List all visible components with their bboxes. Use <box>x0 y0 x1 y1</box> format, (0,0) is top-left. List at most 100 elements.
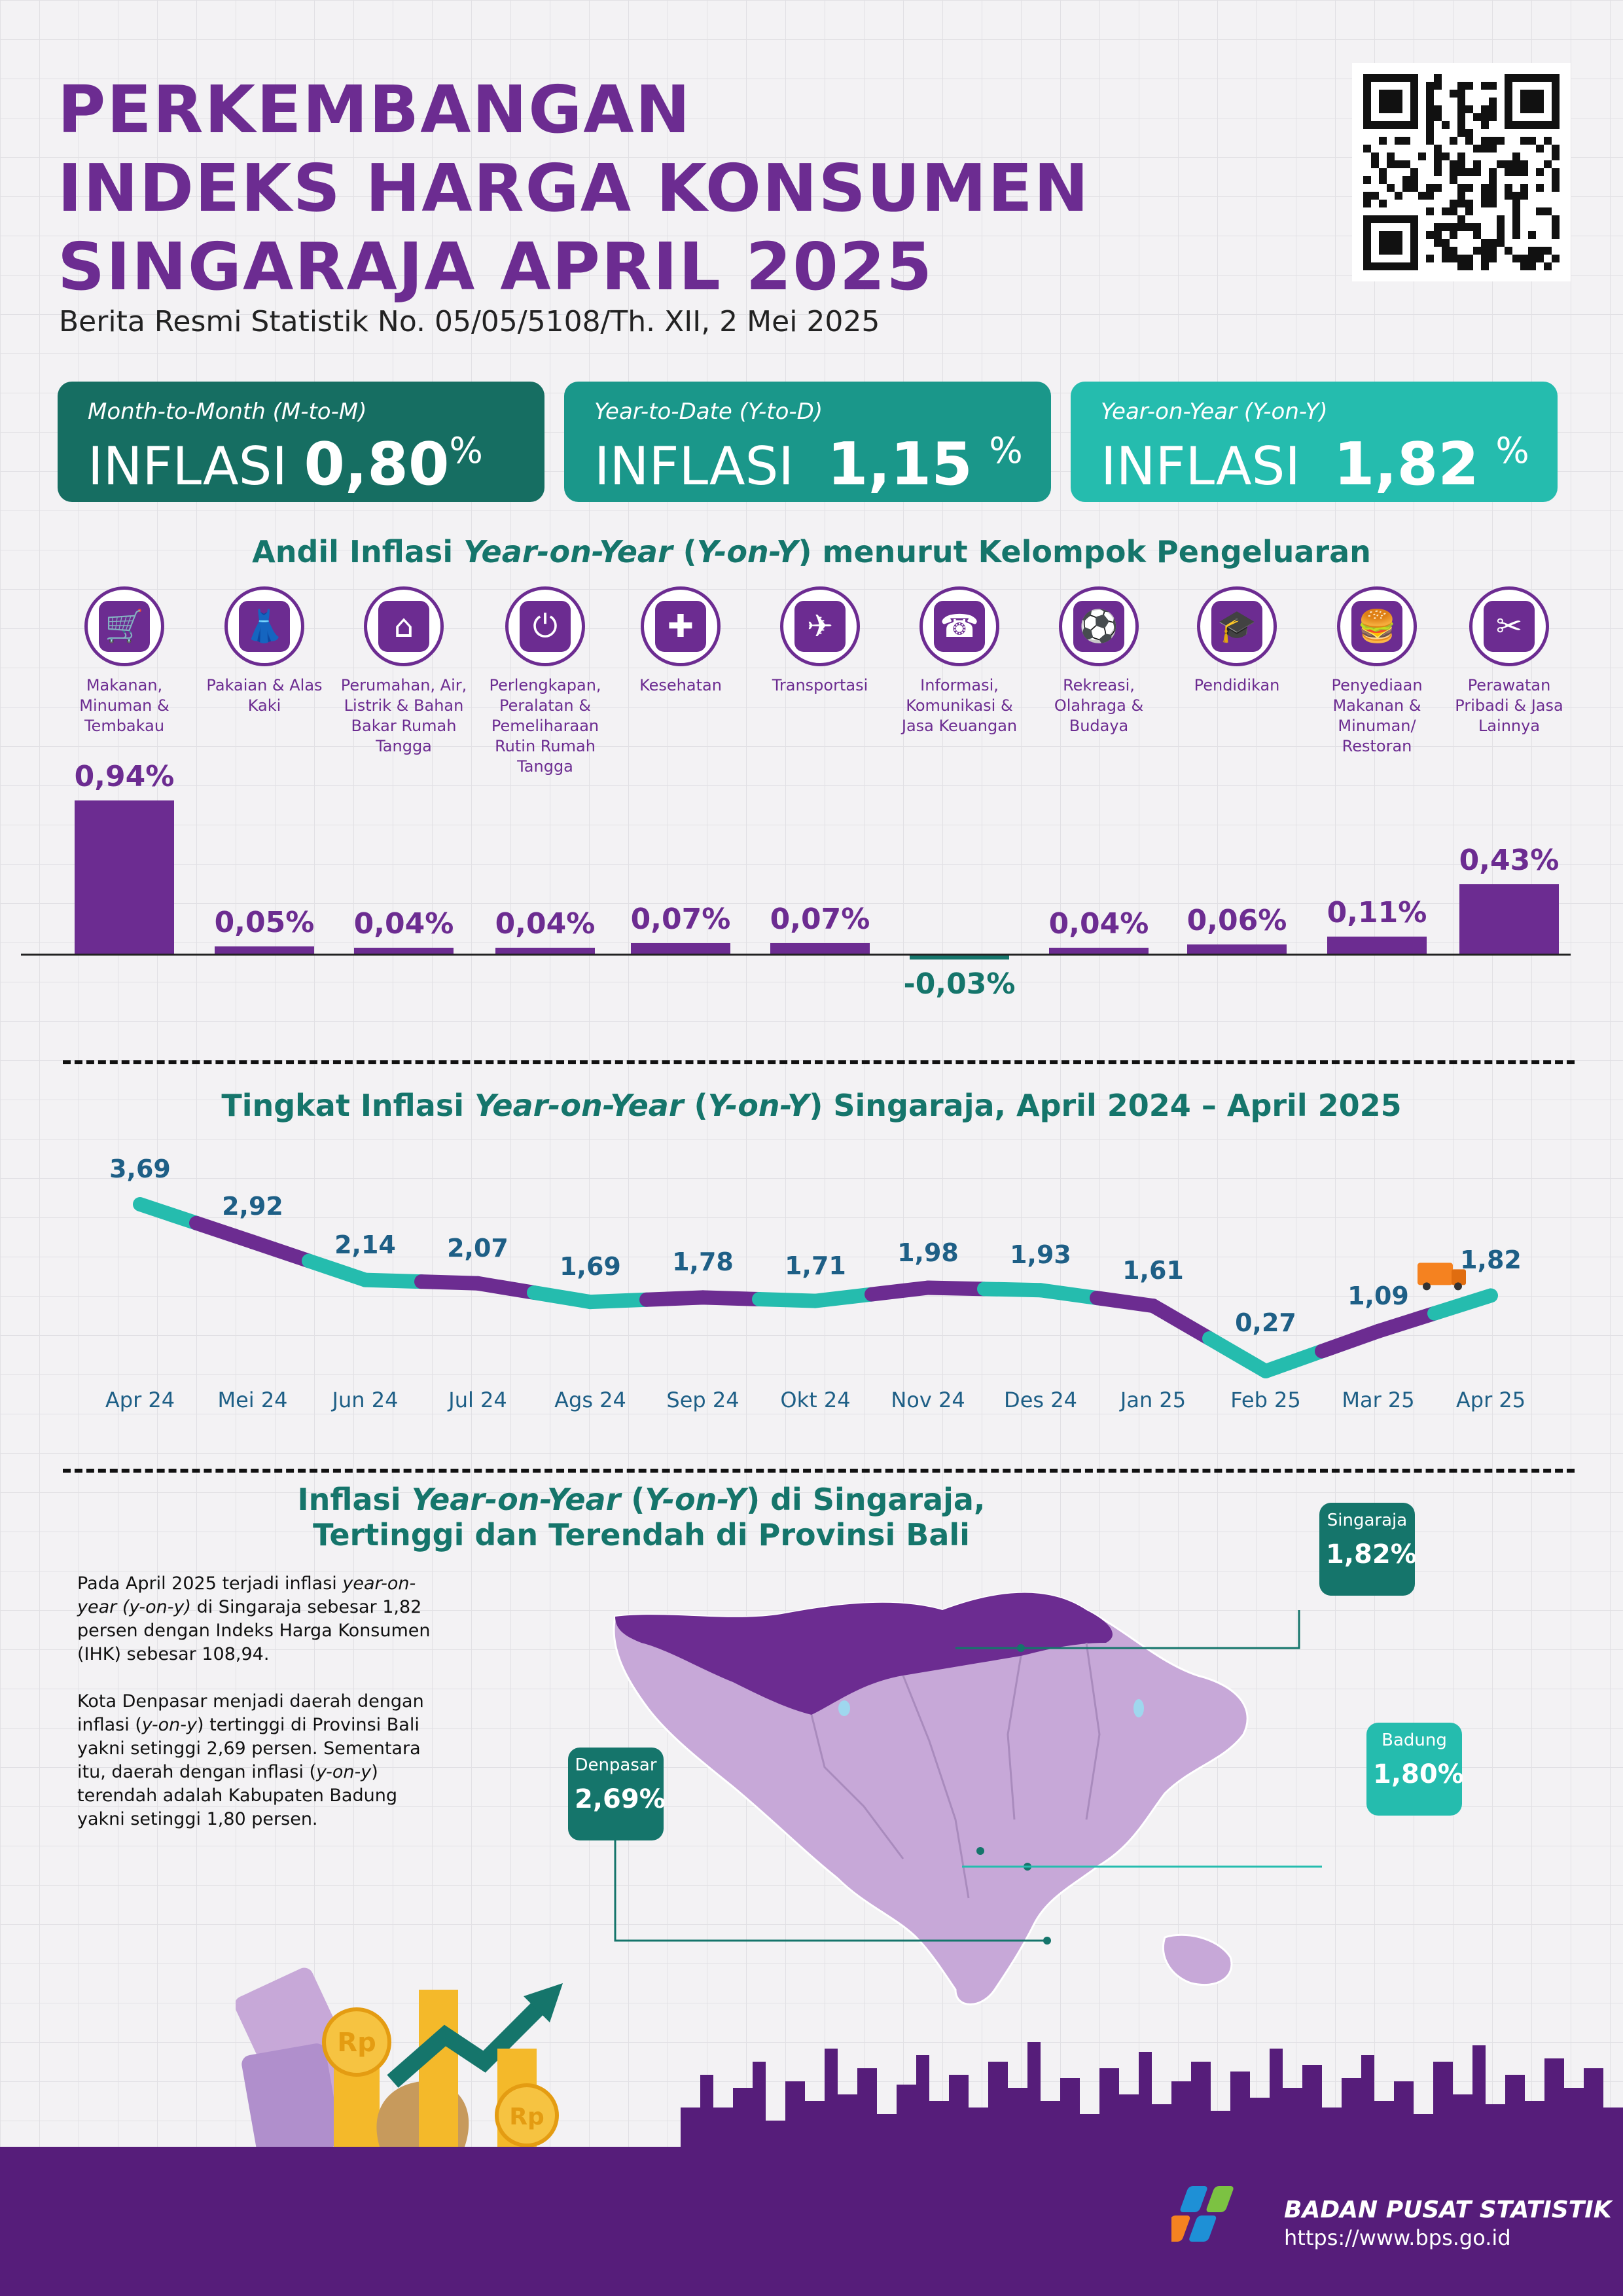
qr-module <box>1450 231 1457 239</box>
qr-module <box>1363 200 1371 207</box>
qr-module <box>1457 200 1465 207</box>
qr-module <box>1552 176 1560 184</box>
qr-module <box>1457 129 1465 137</box>
category-name: Perlengkapan, Peralatan & Pemeliharaan R… <box>489 676 601 776</box>
p2a: Kota Denpasar menjadi daerah dengan infl… <box>77 1691 424 1735</box>
qr-module <box>1489 113 1497 121</box>
line-segment <box>414 1274 485 1291</box>
qr-module <box>1434 82 1442 90</box>
soccer-player-icon: ⚽ <box>1059 586 1139 666</box>
qr-module <box>1489 192 1497 200</box>
line-title-it1: Year-on-Year <box>474 1088 684 1123</box>
line-x-tick: Jun 24 <box>332 1388 399 1412</box>
line-point <box>251 1240 254 1243</box>
line-section-title: Tingkat Inflasi Year-on-Year (Y-on-Y) Si… <box>0 1088 1623 1123</box>
callout-singaraja: Singaraja 1,82% <box>1319 1503 1417 1596</box>
qr-module <box>1489 200 1497 207</box>
card-ytd-value: 1,15 <box>827 430 972 499</box>
line-segment <box>865 1280 935 1302</box>
line-segment <box>639 1290 710 1307</box>
qr-module <box>1536 184 1544 192</box>
qr-module <box>1426 255 1434 262</box>
qr-module <box>1481 192 1489 200</box>
card-mtm-unit: % <box>449 430 483 471</box>
andil-bar <box>354 948 454 954</box>
qr-module <box>1457 82 1465 90</box>
andil-bar-label: 0,04% <box>1048 907 1149 941</box>
qr-module <box>1426 105 1434 113</box>
qr-module <box>1442 121 1450 129</box>
map-title-post: ) di Singaraja, <box>746 1482 986 1517</box>
line-value-label: 1,82 <box>1460 1246 1522 1275</box>
qr-module <box>1426 137 1434 145</box>
qr-module <box>1552 215 1560 223</box>
qr-module <box>1544 160 1552 168</box>
andil-bar-label: 0,43% <box>1459 843 1560 877</box>
qr-module <box>1379 200 1387 207</box>
line-segment <box>752 1292 823 1308</box>
qr-code[interactable] <box>1352 63 1571 281</box>
qr-module <box>1520 184 1528 192</box>
qr-module <box>1434 231 1442 239</box>
qr-module <box>1434 113 1442 121</box>
andil-title-it2: Y-on-Y <box>696 534 798 569</box>
qr-module <box>1410 168 1418 176</box>
summary-text: Pada April 2025 terjadi inflasi year-on-… <box>77 1572 444 1855</box>
bps-url-link[interactable]: https://www.bps.go.id <box>1284 2225 1511 2250</box>
qr-module <box>1520 168 1528 176</box>
qr-module <box>1473 145 1481 152</box>
andil-section-title: Andil Inflasi Year-on-Year (Y-on-Y) menu… <box>0 534 1623 569</box>
card-mtm-value: 0,80 <box>304 430 450 499</box>
callout-denpasar: Denpasar 2,69% <box>568 1748 666 1840</box>
line-value-label: 1,78 <box>672 1247 734 1277</box>
line-title-it2: Y-on-Y <box>707 1088 810 1123</box>
qr-module <box>1481 262 1489 270</box>
andil-bar <box>1049 948 1149 954</box>
scissors-comb-icon-glyph: ✂ <box>1484 601 1535 652</box>
line-title-pre: Tingkat Inflasi <box>221 1088 474 1123</box>
andil-bar-label: 0,05% <box>214 905 315 939</box>
qr-module <box>1442 152 1450 160</box>
title-line-2: INDEKS HARGA KONSUMEN <box>58 150 1090 226</box>
qr-module <box>1505 247 1512 255</box>
line-title-post: ) Singaraja, April 2024 – April 2025 <box>809 1088 1402 1123</box>
category-4: ⏻ Perlengkapan, Peralatan & Pemeliharaan … <box>480 586 611 777</box>
andil-title-post: ) menurut Kelompok Pengeluaran <box>798 534 1371 569</box>
category-3: ⌂ Perumahan, Air, Listrik & Bahan Bakar R… <box>338 586 469 757</box>
line-x-tick: Mar 25 <box>1342 1388 1415 1412</box>
map-title-it2: Y-on-Y <box>645 1482 747 1517</box>
category-name: Makanan, Minuman & Tembakau <box>79 676 169 735</box>
category-9: 🎓 Pendidikan <box>1171 586 1302 696</box>
summary-paragraph-2: Kota Denpasar menjadi daerah dengan infl… <box>77 1690 444 1831</box>
qr-module <box>1528 137 1536 145</box>
qr-module <box>1450 137 1457 145</box>
qr-module <box>1426 90 1434 98</box>
line-value-label: 2,07 <box>447 1233 508 1263</box>
line-segment <box>1315 1323 1385 1359</box>
qr-module <box>1465 168 1473 176</box>
qr-module <box>1450 160 1457 168</box>
qr-module <box>1450 223 1457 231</box>
qr-module <box>1505 192 1512 200</box>
qr-module <box>1481 255 1489 262</box>
qr-module <box>1481 82 1489 90</box>
qr-module <box>1544 137 1552 145</box>
divider-1 <box>63 1060 1575 1064</box>
andil-bar-label: -0,03% <box>903 967 1016 1001</box>
andil-bar <box>770 942 870 954</box>
line-segment <box>977 1282 1048 1298</box>
city-skyline-illustration <box>681 2042 1623 2153</box>
qr-module <box>1481 247 1489 255</box>
line-segment <box>302 1253 372 1287</box>
qr-module <box>1473 247 1481 255</box>
qr-module <box>1457 105 1465 113</box>
qr-module <box>1465 262 1473 270</box>
category-6: ✈ Transportasi <box>755 586 885 696</box>
qr-module <box>1489 105 1497 113</box>
qr-module <box>1489 176 1497 184</box>
qr-module <box>1520 262 1528 270</box>
qr-module <box>1473 113 1481 121</box>
soccer-player-icon-glyph: ⚽ <box>1073 601 1124 652</box>
map-section-title: Inflasi Year-on-Year (Y-on-Y) di Singara… <box>0 1482 1283 1552</box>
qr-module <box>1434 160 1442 168</box>
